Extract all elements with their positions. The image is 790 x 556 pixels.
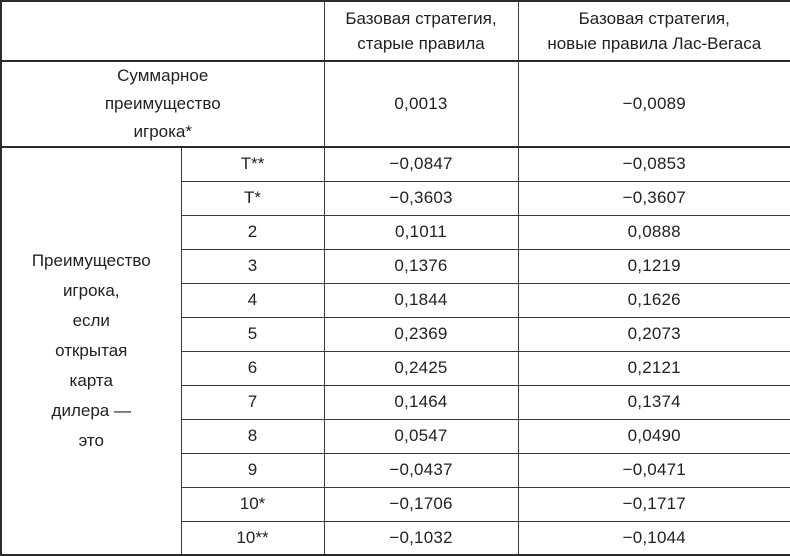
summary-value-new-rules: −0,0089 [517,60,790,148]
value-new-rules: −0,0471 [517,452,790,488]
value-old-rules: 0,2425 [323,350,519,386]
card-label: 10** [180,520,325,556]
value-new-rules: 0,2073 [517,316,790,352]
value-old-rules: 0,1844 [323,282,519,318]
value-old-rules: 0,2369 [323,316,519,352]
value-old-rules: 0,1376 [323,248,519,284]
table-row: 6 0,2425 0,2121 [1,350,790,386]
empty-corner-cell [0,0,325,62]
value-old-rules: 0,0547 [323,418,519,454]
table-row: 7 0,1464 0,1374 [1,384,790,420]
card-label: 8 [180,418,325,454]
value-new-rules: 0,2121 [517,350,790,386]
card-label: 5 [180,316,325,352]
summary-value-old-rules: 0,0013 [323,60,519,148]
value-old-rules: 0,1464 [323,384,519,420]
card-label: Т** [180,146,325,182]
summary-row: Суммарное преимущество игрока* 0,0013 −0… [0,60,790,148]
card-label: 9 [180,452,325,488]
card-label: 7 [180,384,325,420]
group-label: Преимущество игрока, если открытая карта… [0,146,182,556]
value-new-rules: 0,1626 [517,282,790,318]
value-old-rules: −0,0437 [323,452,519,488]
col-header-new-rules: Базовая стратегия, новые правила Лас-Вег… [517,0,790,62]
table-row: 3 0,1376 0,1219 [1,248,790,284]
card-label: 2 [180,214,325,250]
value-old-rules: −0,0847 [323,146,519,182]
table-row: 9 −0,0437 −0,0471 [1,452,790,488]
table-row: Преимущество игрока, если открытая карта… [0,146,790,556]
table-row: 4 0,1844 0,1626 [1,282,790,318]
card-label: Т* [180,180,325,216]
card-label: 10* [180,486,325,522]
card-label: 6 [180,350,325,386]
table-row: 8 0,0547 0,0490 [1,418,790,454]
table-row: 10* −0,1706 −0,1717 [1,486,790,522]
value-new-rules: 0,0490 [517,418,790,454]
value-new-rules: −0,1717 [517,486,790,522]
value-new-rules: 0,0888 [517,214,790,250]
value-old-rules: −0,3603 [323,180,519,216]
card-label: 3 [180,248,325,284]
col-header-old-rules: Базовая стратегия, старые правила [323,0,519,62]
card-label: 4 [180,282,325,318]
value-new-rules: −0,1044 [517,520,790,556]
summary-label: Суммарное преимущество игрока* [0,60,325,148]
value-old-rules: −0,1706 [323,486,519,522]
table-row: 5 0,2369 0,2073 [1,316,790,352]
table-row: 10** −0,1032 −0,1044 [1,520,790,556]
value-new-rules: 0,1374 [517,384,790,420]
value-new-rules: −0,0853 [517,146,790,182]
value-new-rules: −0,3607 [517,180,790,216]
value-new-rules: 0,1219 [517,248,790,284]
header-row: Базовая стратегия, старые правила Базова… [0,0,790,62]
value-old-rules: −0,1032 [323,520,519,556]
value-old-rules: 0,1011 [323,214,519,250]
